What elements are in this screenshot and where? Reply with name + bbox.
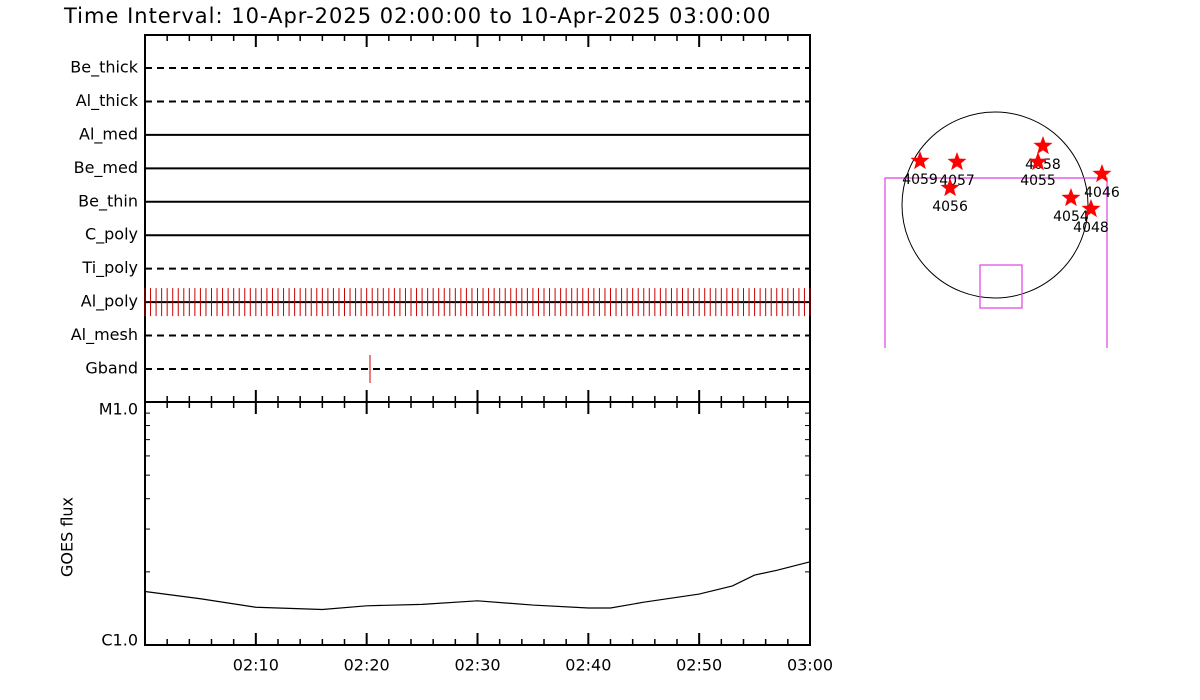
filter-label: Be_thin (78, 191, 138, 211)
filter-label: Al_thick (76, 91, 139, 111)
region-label reg: 4055 (1020, 173, 1056, 189)
filter-label: Be_med (74, 158, 138, 178)
region-label reg: 4056 (932, 199, 968, 215)
solar-disk (901, 111, 1089, 299)
y-tick-label: C1.0 (101, 631, 138, 650)
filter-label: Al_poly (81, 292, 138, 312)
region-label reg: 4048 (1073, 220, 1109, 236)
goes-curve (144, 561, 811, 611)
region-star (1081, 199, 1101, 218)
filter-label: Be_thick (70, 58, 138, 78)
region-label reg: 4059 (902, 172, 938, 188)
region-star (1028, 152, 1048, 171)
goes-ylabel: GOES flux (58, 497, 77, 577)
region-star (1092, 164, 1112, 183)
region-label reg: 4046 (1084, 185, 1120, 201)
fov-outline (884, 177, 1108, 348)
region-star (910, 151, 930, 170)
region-star (947, 152, 967, 171)
y-tick-label: M1.0 (99, 400, 138, 419)
goes-frame (144, 401, 811, 646)
x-tick-label: 02:10 (233, 656, 279, 675)
region-star (1033, 136, 1053, 155)
x-tick-label: 02:50 (676, 656, 722, 675)
filter-label: Al_mesh (71, 325, 138, 345)
region-star (1061, 188, 1081, 207)
x-tick-label: 02:20 (344, 656, 390, 675)
x-tick-label: 02:30 (454, 656, 500, 675)
xrt-fov (979, 264, 1023, 309)
filter-label: Ti_poly (81, 258, 138, 278)
region-label reg: 4054 (1053, 209, 1089, 225)
filter-label: C_poly (85, 225, 138, 245)
x-tick-label: 02:40 (565, 656, 611, 675)
region-star (940, 178, 960, 197)
timeline-frame (144, 34, 811, 403)
x-tick-label: 03:00 (787, 656, 833, 675)
plot-title: Time Interval: 10-Apr-2025 02:00:00 to 1… (63, 4, 771, 28)
filter-label: Gband (85, 359, 138, 378)
filter-label: Al_med (79, 124, 138, 144)
